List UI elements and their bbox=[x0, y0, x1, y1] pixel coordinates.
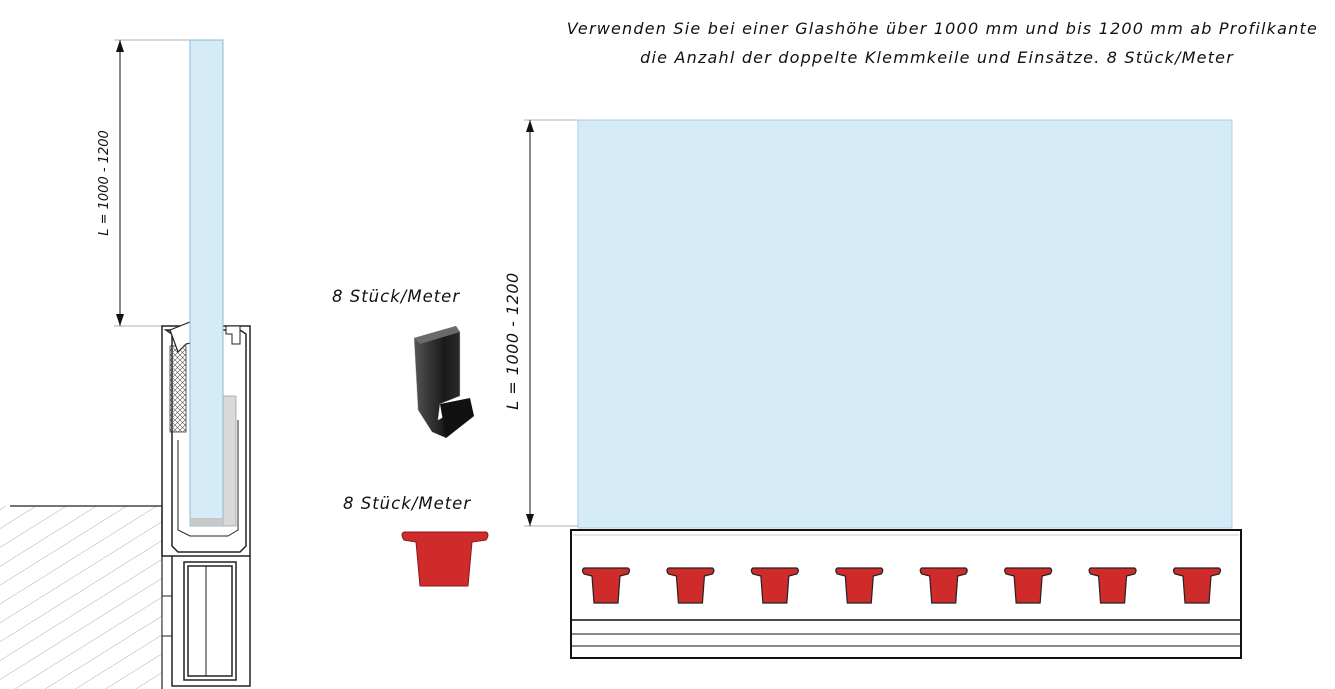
concrete-slab bbox=[0, 505, 173, 689]
section-height-dimension: L = 1000 - 1200 bbox=[97, 39, 192, 327]
profile-insert bbox=[919, 567, 968, 604]
clamp-wedge-image bbox=[413, 325, 475, 439]
inner-insert bbox=[221, 395, 237, 527]
front-elevation-view: L = 1000 - 1200 bbox=[503, 119, 1242, 659]
setting-block bbox=[190, 518, 223, 526]
installation-note: Verwenden Sie bei einer Glashöhe über 10… bbox=[480, 14, 1318, 72]
profile-insert bbox=[835, 567, 884, 604]
note-line-1: Verwenden Sie bei einer Glashöhe über 10… bbox=[566, 19, 1318, 38]
cross-section-view: L = 1000 - 1200 bbox=[0, 39, 251, 689]
profile-insert bbox=[666, 567, 715, 604]
red-insert-image bbox=[401, 531, 489, 587]
note-line-2: die Anzahl der doppelte Klemmkeile und E… bbox=[640, 48, 1234, 67]
profile-insert bbox=[1088, 567, 1137, 604]
insert-row bbox=[581, 567, 1222, 604]
front-height-label: L = 1000 - 1200 bbox=[503, 272, 522, 409]
clamp-wedge-quantity-label: 8 Stück/Meter bbox=[332, 287, 461, 306]
profile-insert bbox=[750, 567, 799, 604]
profile-insert bbox=[1172, 567, 1222, 604]
glass-pane-section bbox=[189, 39, 224, 527]
profile-front bbox=[570, 529, 1242, 659]
glass-pane-front bbox=[577, 119, 1233, 529]
profile-insert bbox=[581, 567, 631, 604]
front-height-dimension: L = 1000 - 1200 bbox=[503, 119, 580, 527]
profile-insert bbox=[1004, 567, 1053, 604]
insert-quantity-label: 8 Stück/Meter bbox=[343, 494, 472, 513]
section-height-label: L = 1000 - 1200 bbox=[97, 130, 112, 236]
